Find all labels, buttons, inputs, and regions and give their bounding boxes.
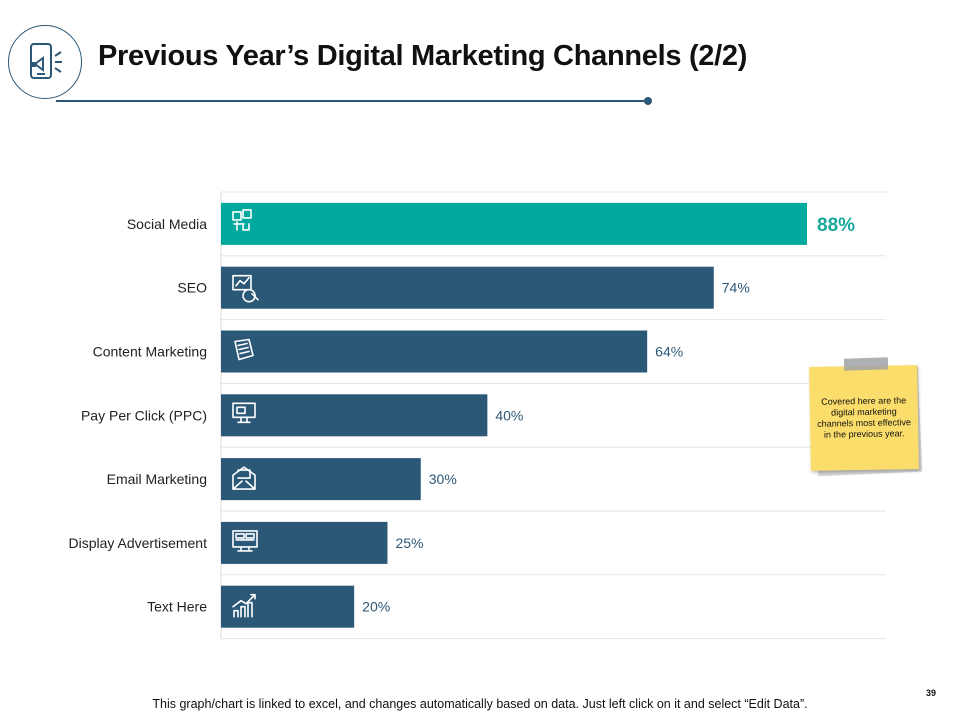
seo-icon	[232, 274, 259, 303]
title-underline	[56, 100, 648, 102]
mobile-megaphone-icon	[30, 43, 62, 79]
sticky-note-text: Covered here are the digital marketing c…	[817, 395, 912, 440]
ppc-icon	[232, 402, 256, 424]
social-media-icon	[232, 209, 252, 231]
logo-circle	[8, 25, 82, 99]
bar	[221, 330, 648, 373]
sticky-note-tape	[843, 357, 889, 371]
value-label: 20%	[362, 599, 390, 615]
footer-note: This graph/chart is linked to excel, and…	[152, 697, 808, 711]
bar	[221, 521, 388, 564]
sticky-note-paper: Covered here are the digital marketing c…	[809, 365, 919, 471]
bar	[221, 266, 714, 309]
growth-chart-icon	[232, 593, 256, 618]
bar	[221, 458, 421, 501]
category-label: Social Media	[127, 216, 207, 232]
bar	[221, 394, 488, 437]
value-label: 64%	[655, 344, 683, 360]
display-icon	[232, 530, 258, 552]
category-label: Text Here	[147, 599, 207, 615]
sticky-note: Covered here are the digital marketing c…	[808, 356, 924, 480]
category-label: Pay Per Click (PPC)	[81, 407, 207, 423]
page-title: Previous Year’s Digital Marketing Channe…	[98, 40, 748, 72]
value-label: 25%	[395, 535, 423, 551]
bar	[221, 202, 807, 245]
email-icon	[232, 466, 256, 490]
value-label: 88%	[817, 215, 855, 236]
value-label: 40%	[495, 407, 523, 423]
page-number: 39	[926, 688, 937, 698]
content-icon	[234, 338, 254, 361]
category-label: SEO	[177, 280, 207, 296]
category-label: Content Marketing	[93, 344, 207, 360]
category-label: Email Marketing	[107, 471, 207, 487]
value-label: 30%	[429, 471, 457, 487]
value-label: 74%	[722, 280, 750, 296]
category-label: Display Advertisement	[68, 535, 207, 551]
title-underline-dot	[644, 97, 652, 105]
